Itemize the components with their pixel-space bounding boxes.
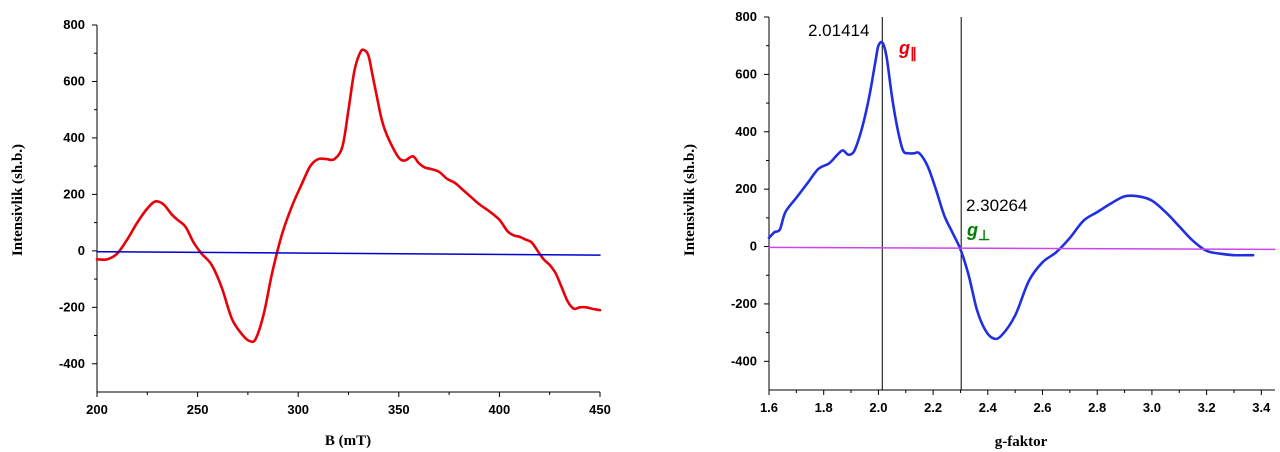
g-perp-symbol: g xyxy=(966,220,978,240)
right-y-tick-label: 400 xyxy=(735,124,757,139)
left-x-tick-label: 200 xyxy=(86,402,108,417)
left-y-tick-label: 0 xyxy=(78,243,85,258)
left-y-tick-label: 800 xyxy=(63,17,85,32)
right-x-tick-label: 1.8 xyxy=(815,400,833,415)
g-perp-subscript: ⊥ xyxy=(978,227,990,243)
right-axis-ticks: -400 -200 0 200 400 600 800 1.6 1.8 2.0 2.2 2.4 2.6 2… xyxy=(731,9,1271,415)
left-y-tick-label: 200 xyxy=(63,186,85,201)
right-y-tick-label: 600 xyxy=(735,66,757,81)
g-parallel-label: g∥ xyxy=(898,38,917,62)
right-x-tick-label: 3.0 xyxy=(1143,400,1161,415)
left-y-tick-label: -200 xyxy=(59,299,85,314)
right-y-tick-label: 0 xyxy=(750,239,757,254)
g-parallel-symbol: g xyxy=(898,38,910,58)
left-series-group xyxy=(95,48,602,344)
left-y-tick-label: -400 xyxy=(59,356,85,371)
left-x-tick-label: 350 xyxy=(388,402,410,417)
left-x-tick-label: 450 xyxy=(589,402,611,417)
left-x-tick-label: 400 xyxy=(489,402,511,417)
right-x-tick-label: 2.2 xyxy=(924,400,942,415)
g-parallel-value: 2.01414 xyxy=(808,21,869,40)
left-y-axis-title: Intensivlik (sh.b.) xyxy=(10,144,26,256)
right-baseline xyxy=(768,246,1276,251)
g-perp-label: g⊥ xyxy=(966,220,990,243)
right-x-tick-label: 2.4 xyxy=(979,400,998,415)
right-y-axis-title: Intensivlik (sh.b.) xyxy=(682,144,698,256)
right-y-tick-label: 200 xyxy=(735,181,757,196)
left-x-tick-label: 250 xyxy=(187,402,209,417)
right-spectrum-line xyxy=(767,40,1255,341)
right-y-tick-label: -400 xyxy=(731,353,757,368)
left-spectrum-line xyxy=(95,48,602,344)
right-x-tick-label: 3.2 xyxy=(1198,400,1216,415)
right-reference-lines xyxy=(881,17,962,390)
right-y-tick-label: -200 xyxy=(731,296,757,311)
right-x-tick-label: 2.0 xyxy=(869,400,887,415)
left-y-tick-label: 600 xyxy=(63,73,85,88)
right-series-group xyxy=(767,40,1276,341)
g-parallel-subscript: ∥ xyxy=(910,45,917,62)
left-axis-ticks: -400 -200 0 200 400 600 800 200 250 300 350 400 450 xyxy=(59,17,611,417)
left-y-tick-label: 400 xyxy=(63,130,85,145)
left-x-axis-title: B (mT) xyxy=(325,433,371,449)
right-x-tick-label: 1.6 xyxy=(760,400,778,415)
left-baseline xyxy=(96,250,601,256)
right-x-tick-label: 3.4 xyxy=(1252,400,1271,415)
chart-right: -400 -200 0 200 400 600 800 1.6 1.8 2.0 2.2 2.4 2.6 2… xyxy=(682,9,1276,450)
right-x-tick-label: 2.6 xyxy=(1033,400,1051,415)
left-x-tick-label: 300 xyxy=(287,402,309,417)
right-y-tick-label: 800 xyxy=(735,9,757,24)
right-x-axis-title: g-faktor xyxy=(995,434,1048,450)
right-x-tick-label: 2.8 xyxy=(1088,400,1106,415)
g-perp-value: 2.30264 xyxy=(966,196,1027,215)
